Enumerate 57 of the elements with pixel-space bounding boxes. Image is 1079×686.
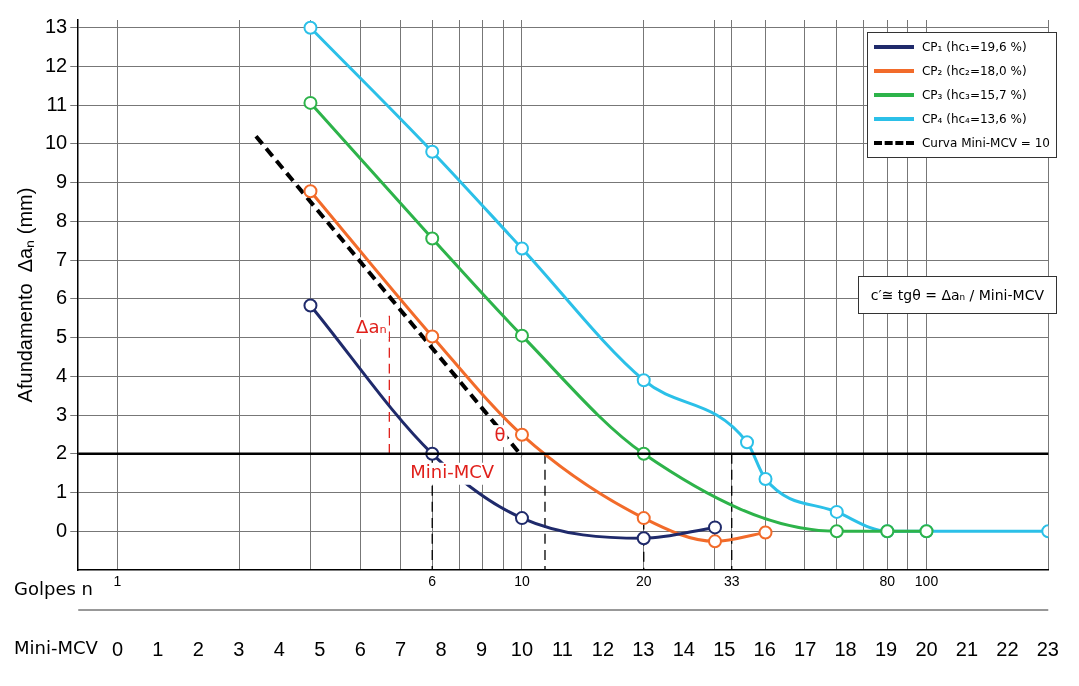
y-tick-label: 6	[56, 286, 68, 309]
legend-label: CP₃ (hc₃=15,7 %)	[921, 88, 1027, 102]
x-tick-label: 6	[428, 573, 437, 590]
y-tick-label: 13	[45, 15, 68, 38]
x2-tick-label: 6	[354, 637, 366, 660]
y-tick-label: 1	[56, 480, 68, 503]
x2-tick-label: 11	[552, 637, 573, 660]
y-tick-label: 11	[46, 92, 68, 115]
y-tick-label: 3	[56, 402, 68, 425]
y-axis-title: Afundamento Δaₙ (mm)	[13, 187, 36, 403]
x2-tick-label: 12	[591, 637, 615, 660]
x2-tick-label: 7	[395, 637, 407, 660]
x2-axis-title: Mini-MCV	[14, 636, 99, 658]
x2-tick-label: 5	[314, 637, 326, 660]
x2-tick-label: 15	[713, 637, 736, 660]
y-tick-label: 4	[56, 363, 68, 386]
y-tick-label: 8	[56, 208, 68, 231]
x2-tick-label: 19	[874, 637, 898, 660]
x2-tick-label: 3	[233, 637, 245, 660]
legend-label: CP₂ (hc₂=18,0 %)	[921, 64, 1027, 78]
y-tick-label: 10	[45, 131, 68, 154]
legend-label: Curva Mini-MCV = 10	[921, 136, 1050, 150]
x-tick-label: 100	[914, 573, 939, 590]
annotation: Δaₙ	[356, 316, 387, 338]
annotation: θ	[494, 423, 506, 445]
annotation: c′≅ tgθ = Δaₙ / Mini-MCV	[857, 276, 1057, 314]
x2-tick-label: 2	[192, 637, 204, 660]
y-tick-label: 12	[45, 53, 68, 76]
x2-tick-label: 23	[1036, 637, 1059, 660]
y-tick-label: 7	[56, 247, 68, 270]
x-tick-label: 33	[723, 573, 740, 590]
x-tick-label: 80	[879, 573, 896, 590]
x2-tick-label: 9	[475, 637, 488, 660]
annotation: Mini-MCV	[410, 461, 495, 483]
y-tick-label: 0	[56, 518, 68, 541]
x2-tick-label: 4	[273, 637, 285, 660]
x2-tick-label: 14	[672, 637, 695, 660]
y-tick-label: 9	[56, 170, 68, 193]
y-tick-label: 5	[56, 325, 68, 348]
x2-tick-label: 21	[955, 637, 979, 660]
x2-tick-label: 20	[915, 637, 938, 660]
x-axis-title: Golpes n	[14, 577, 93, 599]
x2-tick-label: 1	[152, 637, 164, 660]
x2-tick-label: 13	[632, 637, 655, 660]
y-tick-label: 2	[56, 441, 68, 464]
x2-tick-label: 17	[794, 637, 817, 660]
legend-label: CP₁ (hc₁=19,6 %)	[921, 40, 1027, 54]
x2-tick-label: 10	[510, 637, 534, 660]
legend-label: CP₄ (hc₄=13,6 %)	[921, 112, 1027, 126]
x-tick-label: 10	[514, 573, 530, 590]
x-tick-label: 1	[113, 573, 122, 590]
x2-tick-label: 0	[111, 637, 124, 660]
x-tick-label: 20	[635, 573, 652, 590]
x2-tick-label: 16	[753, 637, 776, 660]
x2-tick-label: 18	[834, 637, 857, 660]
x2-tick-label: 8	[435, 637, 447, 660]
x2-tick-label: 22	[996, 637, 1019, 660]
